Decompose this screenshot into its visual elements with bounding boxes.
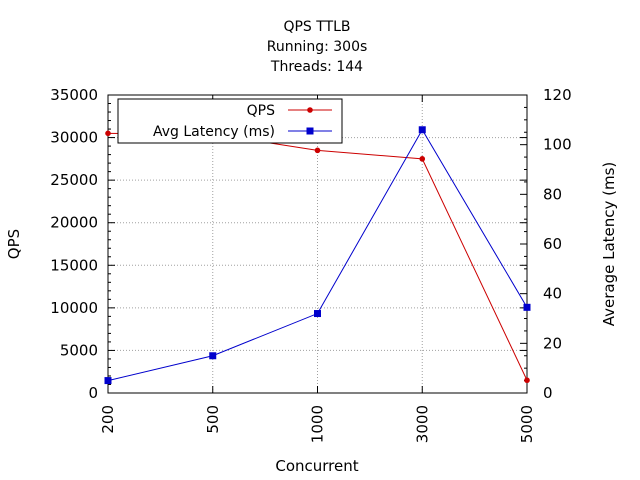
data-point-latency xyxy=(104,377,112,385)
y-axis-label: QPS xyxy=(5,229,23,259)
x-axis-label: Concurrent xyxy=(275,457,358,475)
y2-tick-label: 40 xyxy=(543,285,562,303)
y2-tick-label: 100 xyxy=(543,136,572,154)
y-tick-label: 0 xyxy=(88,384,98,402)
legend: QPS Avg Latency (ms) xyxy=(117,98,343,144)
legend-box xyxy=(117,98,343,144)
y-tick-label: 15000 xyxy=(50,256,98,274)
chart-title: QPS TTLB Running: 300s Threads: 144 xyxy=(267,19,368,75)
data-point-qps xyxy=(314,147,321,154)
data-point-qps xyxy=(524,377,530,384)
data-point-latency xyxy=(314,310,321,318)
y2-tick-label: 80 xyxy=(543,185,562,203)
data-point-latency xyxy=(418,126,426,134)
title-line-2: Running: 300s xyxy=(267,39,368,55)
data-point-qps xyxy=(419,156,426,162)
y-tick-label: 35000 xyxy=(50,86,98,104)
legend-marker-latency xyxy=(306,127,314,135)
ticks: 0 5000 10000 15000 20000 25000 30000 35000 0 20 40… xyxy=(50,86,571,443)
x-tick-label: 5000 xyxy=(518,405,536,443)
legend-label-latency: Avg Latency (ms) xyxy=(153,124,275,140)
y-tick-label: 20000 xyxy=(50,214,98,232)
title-line-3: Threads: 144 xyxy=(270,59,363,75)
y2-tick-label: 60 xyxy=(543,235,562,253)
x-tick-label: 200 xyxy=(99,405,117,434)
data-point-qps xyxy=(105,130,111,137)
y2-tick-label: 120 xyxy=(543,86,572,104)
y-tick-label: 30000 xyxy=(50,129,98,147)
legend-marker-qps xyxy=(307,107,313,113)
x-tick-label: 500 xyxy=(204,405,222,434)
y-tick-label: 5000 xyxy=(60,341,98,359)
data-point-latency xyxy=(523,303,531,311)
x-tick-label: 3000 xyxy=(413,405,431,443)
title-line-1: QPS TTLB xyxy=(283,19,350,35)
x-tick-label: 1000 xyxy=(309,405,327,443)
y-tick-label: 25000 xyxy=(50,171,98,189)
data-point-latency xyxy=(209,352,217,360)
y2-tick-label: 20 xyxy=(543,334,562,352)
y-tick-label: 10000 xyxy=(50,299,98,317)
legend-label-qps: QPS xyxy=(247,103,275,119)
y2-tick-label: 0 xyxy=(543,384,553,402)
y2-axis-label: Average Latency (ms) xyxy=(600,162,618,327)
